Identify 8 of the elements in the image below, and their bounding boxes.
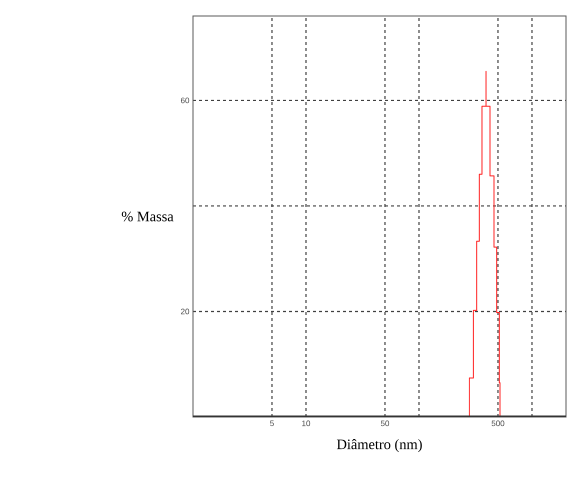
y-tick-label: 20: [180, 308, 190, 314]
y-tick-label: 60: [180, 98, 190, 104]
x-tick-label: 50: [380, 420, 390, 426]
x-tick-label: 5: [270, 420, 274, 426]
x-tick-label: 10: [302, 420, 310, 426]
x-axis-title: Diâmetro (nm): [336, 439, 422, 452]
x-tick-label: 500: [492, 420, 504, 426]
y-axis-title: % Massa: [122, 212, 174, 222]
